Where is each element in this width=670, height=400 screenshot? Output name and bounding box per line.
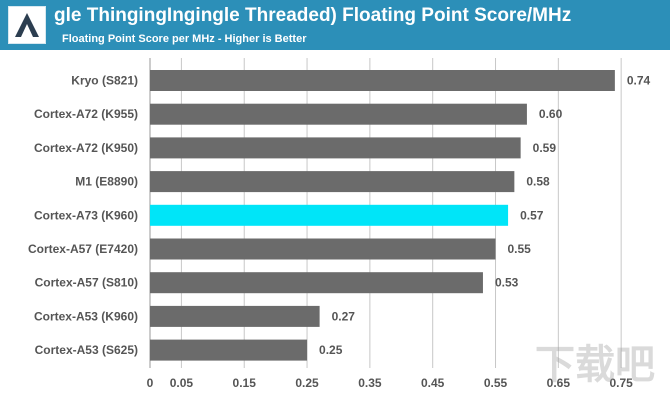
x-tick-label: 0.55	[484, 376, 508, 390]
data-label: 0.60	[539, 107, 563, 121]
data-label: 0.53	[495, 276, 519, 290]
category-label: Cortex-A72 (K955)	[34, 107, 138, 121]
category-label: Cortex-A72 (K950)	[34, 141, 138, 155]
x-tick-label: 0.15	[233, 376, 257, 390]
x-tick-label: 0.05	[170, 376, 194, 390]
bar	[150, 339, 308, 361]
chart-subtitle: Floating Point Score per MHz - Higher is…	[62, 33, 307, 45]
logo-icon	[8, 6, 46, 44]
data-label: 0.58	[526, 175, 550, 189]
x-tick-label: 0.75	[609, 376, 633, 390]
bar	[150, 204, 509, 226]
category-label: Cortex-A57 (E7420)	[28, 242, 138, 256]
x-tick-label: 0	[147, 376, 154, 390]
bar	[150, 70, 615, 91]
bar	[150, 238, 496, 260]
chart-area: 0 0.05 0.15 0.25 0.35 0.45 0.55 0.65 0.75 Kryo (S…	[0, 50, 670, 400]
category-label: Cortex-A57 (S810)	[35, 276, 138, 290]
x-tick-label: 0.45	[421, 376, 445, 390]
chart-header: gle ThingingIngingle Threaded) Floating …	[0, 0, 670, 50]
data-label: 0.59	[533, 141, 557, 155]
bar	[150, 171, 515, 193]
data-label: 0.55	[508, 242, 532, 256]
watermark-logo: 下载吧	[535, 343, 655, 387]
x-tick-label: 0.35	[358, 376, 382, 390]
data-label: 0.57	[520, 208, 544, 222]
bar	[150, 272, 483, 294]
category-label: Cortex-A53 (S625)	[35, 343, 138, 357]
category-label: Cortex-A53 (K960)	[34, 309, 138, 323]
x-tick-label: 0.65	[547, 376, 571, 390]
logo-icon-graphic	[15, 13, 39, 37]
data-label: 0.27	[332, 309, 356, 323]
bar	[150, 305, 320, 327]
chart-title: gle ThingingIngingle Threaded) Floating …	[54, 5, 572, 26]
data-label: 0.74	[627, 74, 651, 88]
category-label: Kryo (S821)	[71, 74, 138, 88]
bar	[150, 137, 521, 159]
x-tick-label: 0.25	[295, 376, 319, 390]
category-label: M1 (E8890)	[75, 175, 138, 189]
category-label: Cortex-A73 (K960)	[34, 208, 138, 222]
bar-chart: 0 0.05 0.15 0.25 0.35 0.45 0.55 0.65 0.75 Kryo (S…	[28, 58, 651, 390]
bar	[150, 103, 527, 125]
data-label: 0.25	[319, 343, 343, 357]
